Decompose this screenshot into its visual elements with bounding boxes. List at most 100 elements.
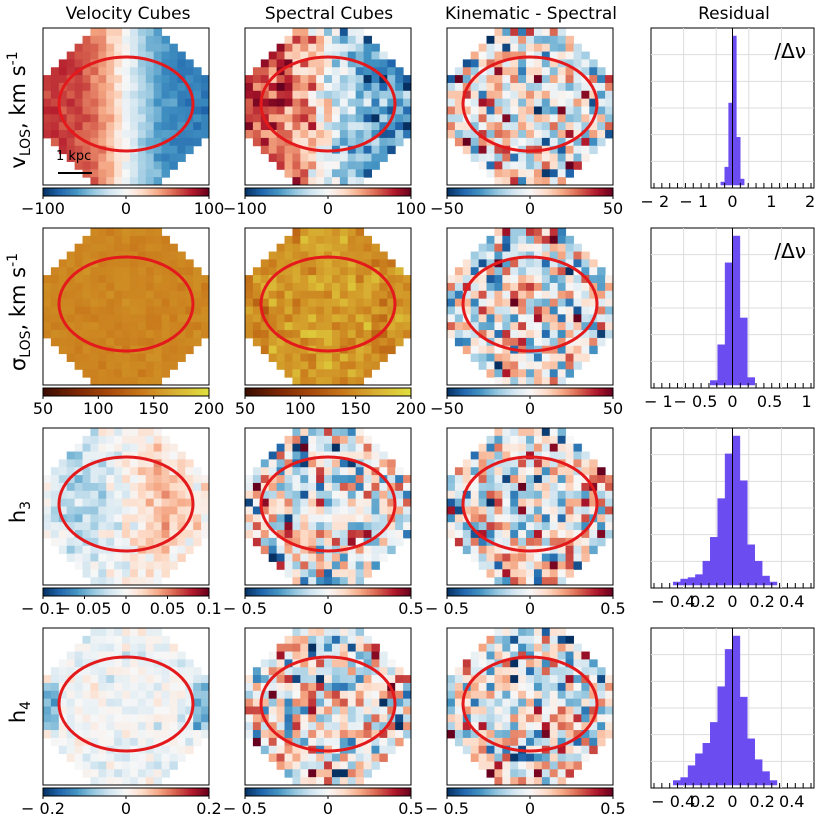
heatmap-cell [363, 122, 372, 131]
heatmap-cell [387, 337, 396, 347]
heatmap-cell [284, 43, 293, 53]
heatmap-cell [161, 545, 170, 555]
heatmap-cell [43, 114, 52, 123]
heatmap-cells [447, 228, 614, 386]
heatmap-cell [379, 722, 388, 731]
heatmap-cell [387, 290, 396, 300]
heatmap-cell [371, 290, 380, 300]
heatmap-cell [557, 730, 567, 739]
colorbar-segment [355, 388, 359, 396]
column-title-residual: Residual [698, 4, 770, 24]
hist-tick-label: 0.2 [690, 592, 715, 611]
heatmap-cell [549, 306, 559, 315]
heatmap-cell [153, 569, 163, 578]
heatmap-cell [98, 353, 107, 362]
heatmap-cell [502, 330, 511, 339]
heatmap-cell [268, 737, 278, 747]
heatmap-cell [486, 59, 495, 68]
heatmap-cell [66, 282, 76, 292]
heatmap-cell [114, 667, 123, 676]
heatmap-cell [98, 628, 107, 637]
heatmap-cell [292, 769, 301, 778]
heatmap-cell [292, 43, 301, 53]
heatmap-cell [339, 753, 349, 762]
heatmap-cell [284, 306, 293, 315]
heatmap-cell [581, 267, 590, 276]
heatmap-cell [454, 314, 464, 323]
heatmap-cell [494, 267, 503, 276]
colorbar-segment [485, 188, 489, 196]
heatmap-cell [245, 98, 254, 107]
colorbar-segment [577, 388, 581, 396]
heatmap-cell [122, 43, 131, 53]
colorbar-segment [245, 788, 249, 796]
heatmap-cell [557, 130, 567, 139]
heatmap-cell [541, 428, 551, 437]
heatmap-cell [316, 522, 325, 531]
heatmap-cell [565, 514, 574, 523]
colorbar-segment [350, 588, 354, 596]
heatmap-cell [557, 251, 567, 260]
heatmap-cell [324, 306, 333, 315]
heatmap-cell [260, 506, 270, 515]
colorbar-segment [112, 588, 116, 596]
colorbar-segment [150, 788, 155, 796]
heatmap-cell [565, 769, 574, 778]
heatmap-cell [177, 651, 186, 660]
colorbar-tick-label: 150 [340, 399, 371, 418]
heatmap-cell [82, 82, 91, 92]
heatmap-cell [502, 769, 511, 778]
heatmap-cell [193, 298, 202, 307]
heatmap-cell [284, 122, 293, 131]
heatmap-cell [50, 475, 60, 484]
heatmap-cell [276, 98, 286, 107]
heatmap-cell [260, 259, 270, 268]
heatmap-cell [447, 282, 456, 292]
heatmap-cell [518, 682, 527, 692]
heatmap-cell [316, 498, 325, 507]
heatmap-cell [605, 482, 614, 492]
heatmap-cell [137, 675, 147, 684]
colorbar-segment [48, 388, 52, 396]
heatmap-cell [355, 635, 365, 645]
heatmap-cell [129, 235, 139, 245]
heatmap-cell [153, 761, 163, 770]
heatmap-cell [316, 153, 325, 162]
heatmap-cell [98, 322, 107, 331]
heatmap-cell [541, 467, 551, 476]
heatmap-cell [137, 137, 147, 147]
heatmap-cell [454, 490, 464, 500]
colorbar-tick-label: 50 [603, 199, 623, 218]
heatmap-cell [549, 514, 559, 523]
heatmap-cell [153, 522, 163, 531]
heatmap-cell [581, 722, 590, 731]
heatmap-cell [331, 43, 341, 53]
colorbar-segment [590, 588, 595, 596]
heatmap-cell [403, 522, 412, 531]
colorbar-segment [397, 588, 401, 596]
colorbar-segment [549, 588, 553, 596]
heatmap-cell [395, 130, 404, 139]
heatmap-cell [300, 506, 309, 515]
colorbar-segment [471, 188, 476, 196]
heatmap-cell [379, 137, 388, 147]
heatmap-cell [379, 690, 388, 700]
map-frame [446, 427, 614, 586]
heatmap-cell [581, 114, 590, 123]
heatmap-cell [292, 267, 301, 276]
heatmap-cell [379, 90, 388, 100]
heatmap-cell [533, 428, 543, 437]
heatmap-cell [339, 106, 349, 115]
heatmap-cell [153, 290, 163, 300]
heatmap-cell [169, 659, 178, 668]
heatmap-cell [292, 137, 301, 147]
heatmap-cell [526, 506, 535, 515]
heatmap-cell [74, 643, 84, 653]
heatmap-cell [331, 28, 341, 37]
heatmap-cell [581, 553, 590, 562]
colorbar-segment [123, 388, 127, 396]
heatmap-cell [597, 106, 606, 115]
colorbar-segment [200, 188, 204, 196]
heatmap-cell [300, 369, 309, 378]
heatmap-cell [74, 122, 84, 131]
